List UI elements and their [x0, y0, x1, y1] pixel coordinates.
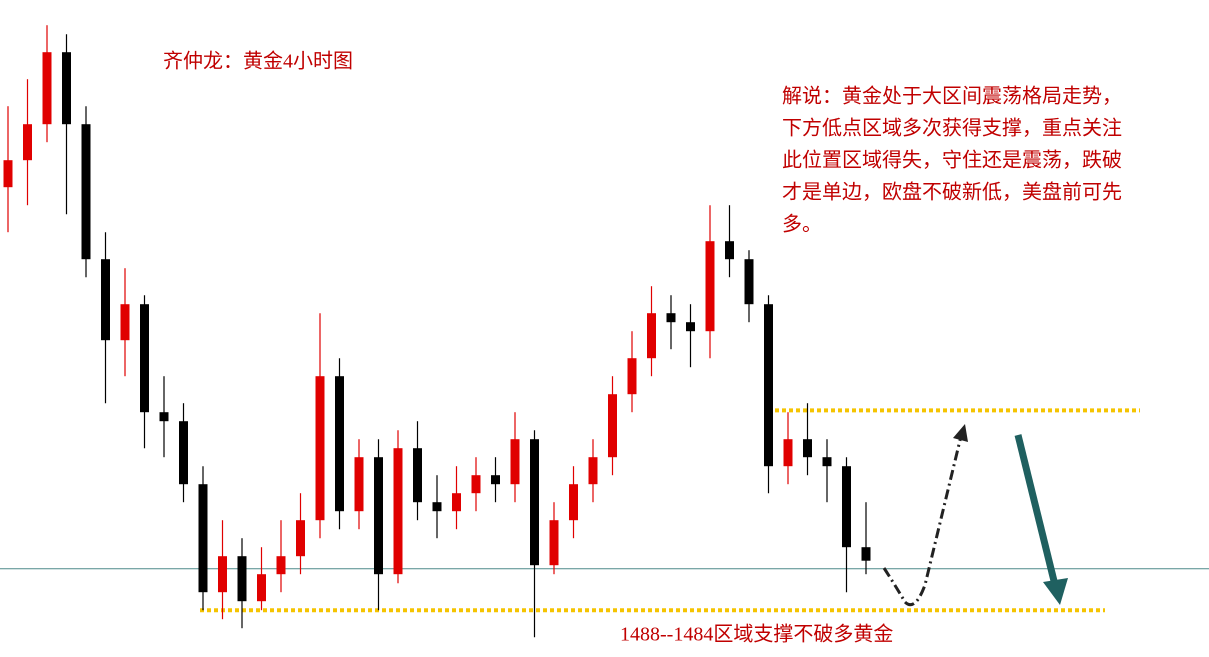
candle-body	[588, 457, 598, 485]
candle-body	[140, 304, 149, 413]
candle-body	[42, 52, 52, 125]
candle-body	[413, 448, 422, 503]
candle-body	[530, 439, 539, 566]
candle-body	[471, 475, 481, 494]
candle-body	[842, 466, 851, 548]
candle-body	[764, 304, 773, 467]
commentary: 解说：黄金处于大区间震荡格局走势，	[782, 85, 1122, 108]
commentary: 下方低点区域多次获得支撑，重点关注	[782, 117, 1122, 140]
candle-body	[432, 502, 442, 512]
candle-body	[159, 412, 169, 422]
up-arrow	[882, 431, 964, 607]
candle-body	[23, 124, 32, 161]
chart-title: 齐仲龙：黄金4小时图	[163, 50, 353, 73]
candle-body	[608, 394, 617, 458]
candle-body	[783, 439, 793, 467]
candle-body	[686, 322, 695, 332]
candle-body	[510, 439, 520, 485]
candle-body	[569, 484, 578, 521]
arrow-head	[953, 424, 968, 442]
candle-body	[179, 421, 188, 485]
commentary: 才是单边，欧盘不破新低，美盘前可先	[782, 181, 1122, 204]
candle-body	[647, 313, 656, 359]
candle-body	[627, 358, 637, 395]
candle-body	[725, 241, 734, 260]
candle-body	[374, 457, 383, 575]
candle-body	[393, 448, 403, 575]
candle-body	[198, 484, 208, 593]
candle-body	[666, 313, 676, 323]
candle-body	[296, 520, 305, 557]
candle-body	[257, 574, 266, 602]
candle-body	[315, 376, 325, 521]
annotation: 1488--1484区域支撑不破多黄金	[620, 623, 893, 646]
candle-body	[101, 259, 110, 341]
candle-body	[3, 160, 13, 188]
candle-body	[549, 520, 559, 566]
candle-body	[803, 439, 812, 458]
candle-body	[744, 259, 754, 305]
candle-body	[861, 547, 871, 561]
candle-body	[822, 457, 832, 467]
candle-body	[491, 475, 500, 485]
candle-body	[452, 493, 461, 512]
candle-body	[335, 376, 344, 512]
commentary: 此位置区域得失，守住还是震荡，跌破	[782, 149, 1122, 172]
down-arrow	[1014, 434, 1059, 586]
candle-body	[81, 124, 91, 260]
candle-body	[237, 556, 247, 602]
commentary: 多。	[782, 213, 822, 236]
candle-body	[354, 457, 364, 512]
candle-body	[62, 52, 71, 125]
arrow-head	[1043, 578, 1068, 605]
candle-body	[276, 556, 286, 575]
candle-body	[218, 556, 227, 593]
candle-body	[705, 241, 715, 332]
candle-body	[120, 304, 130, 341]
plot	[0, 25, 1209, 638]
